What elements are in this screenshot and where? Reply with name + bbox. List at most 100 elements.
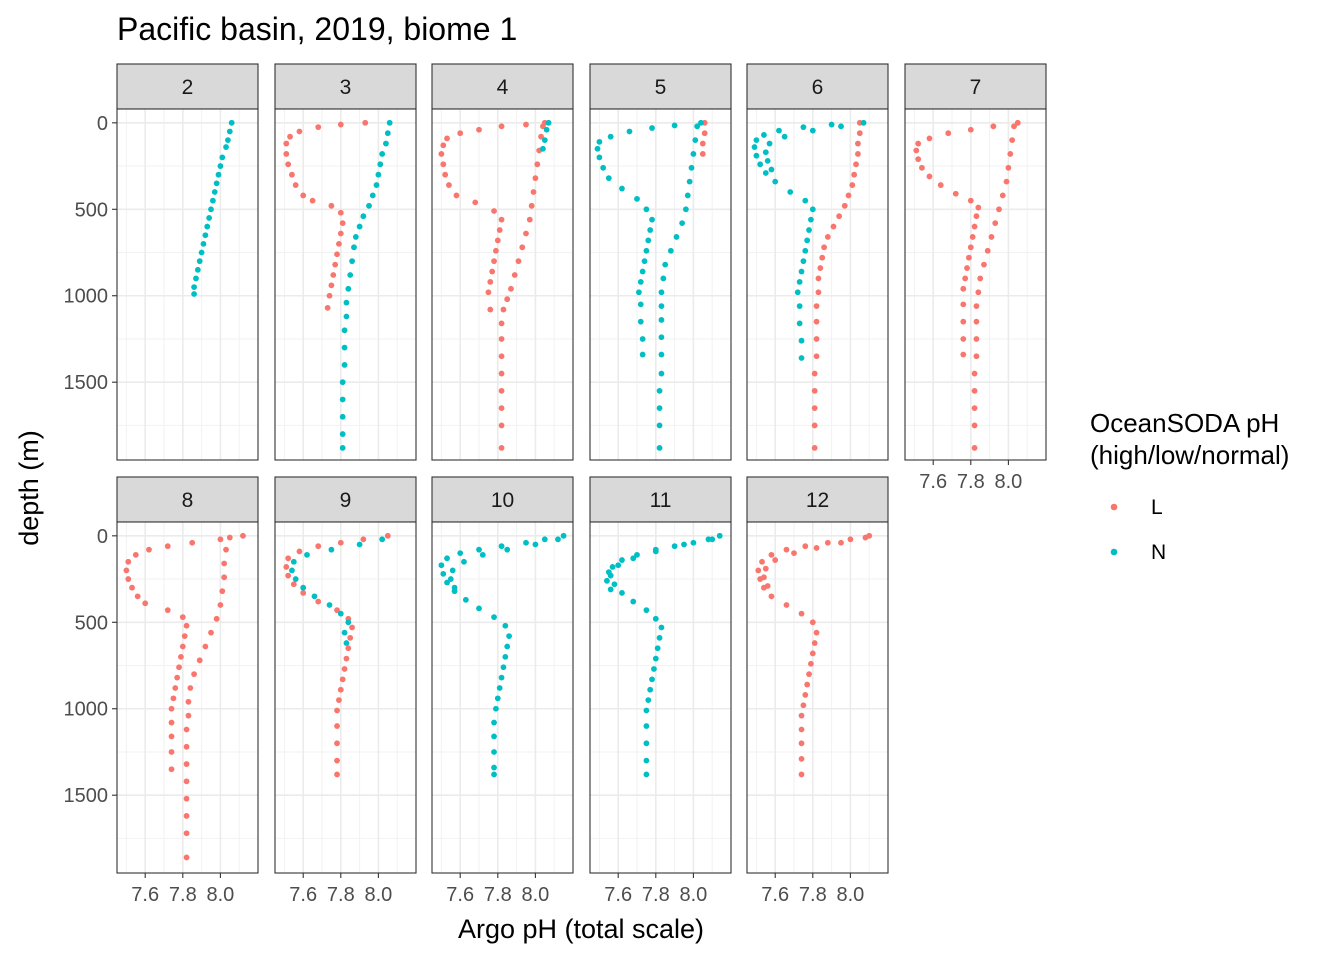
legend-label-n: N	[1151, 541, 1166, 564]
data-point-l	[183, 795, 190, 802]
data-point-n	[555, 536, 561, 543]
data-point-l	[981, 261, 987, 268]
data-point-n	[545, 119, 552, 126]
data-point-n	[762, 149, 769, 156]
data-point-n	[377, 161, 384, 168]
x-tick-label: 7.6	[919, 471, 947, 493]
data-point-l	[845, 192, 852, 199]
data-point-l	[813, 545, 820, 551]
facet-panel-12: 12 7.6 7.8 8.0	[746, 476, 889, 906]
data-point-n	[828, 121, 835, 128]
data-point-l	[824, 539, 831, 546]
data-point-l	[289, 171, 295, 178]
data-point-l	[168, 766, 175, 773]
data-point-n	[651, 666, 657, 672]
data-point-l	[168, 749, 175, 755]
data-point-l	[498, 387, 505, 394]
data-point-n	[761, 132, 767, 138]
data-point-n	[781, 133, 788, 140]
legend-key-n	[1110, 548, 1118, 556]
x-axis-title: Argo pH (total scale)	[458, 914, 704, 944]
data-point-n	[444, 579, 450, 586]
data-point-n	[341, 327, 348, 334]
data-point-n	[383, 140, 389, 147]
data-point-n	[658, 334, 665, 341]
data-point-n	[609, 564, 616, 570]
data-point-l	[315, 598, 322, 605]
data-point-l	[125, 558, 132, 565]
data-point-n	[208, 206, 214, 213]
data-point-n	[605, 175, 612, 182]
data-point-n	[462, 596, 469, 603]
y-tick-label: 1500	[64, 372, 109, 394]
data-point-l	[498, 320, 505, 327]
data-point-l	[360, 536, 367, 543]
panel-border-9	[274, 521, 417, 874]
data-point-l	[226, 534, 233, 541]
data-point-n	[379, 151, 386, 157]
data-point-l	[849, 182, 856, 188]
data-point-n	[438, 562, 445, 569]
data-point-n	[656, 387, 663, 394]
data-point-n	[440, 570, 447, 577]
data-point-n	[223, 144, 229, 150]
data-point-l	[129, 584, 135, 591]
data-point-l	[498, 445, 505, 451]
data-point-n	[339, 431, 346, 437]
facet-panel-5: 5	[589, 63, 732, 461]
data-point-n	[787, 189, 794, 195]
data-point-l	[519, 244, 526, 251]
data-point-n	[352, 234, 359, 240]
data-point-l	[798, 771, 805, 778]
data-point-l	[798, 712, 805, 719]
data-point-n	[764, 157, 771, 164]
data-point-l	[945, 130, 952, 137]
data-point-n	[337, 610, 344, 617]
data-point-n	[634, 551, 640, 558]
data-point-l	[761, 574, 767, 581]
data-point-l	[491, 208, 497, 214]
data-point-n	[200, 240, 207, 247]
data-point-n	[630, 555, 637, 562]
data-point-n	[809, 206, 816, 213]
x-tick-label: 7.8	[327, 884, 355, 906]
data-point-l	[926, 173, 933, 180]
data-point-n	[806, 227, 812, 233]
data-point-n	[386, 119, 393, 126]
data-point-n	[543, 126, 550, 133]
panel-border-7	[904, 108, 1047, 461]
data-point-l	[349, 624, 355, 631]
data-point-n	[594, 145, 601, 152]
data-point-l	[183, 743, 190, 750]
data-point-l	[183, 854, 190, 861]
data-point-l	[821, 244, 827, 251]
data-point-n	[753, 152, 760, 159]
data-point-l	[328, 202, 335, 209]
data-point-l	[813, 336, 820, 342]
data-point-l	[759, 558, 765, 565]
data-point-n	[656, 445, 663, 451]
data-point-n	[605, 569, 612, 576]
data-point-n	[716, 532, 723, 539]
data-point-l	[438, 151, 445, 157]
data-point-n	[540, 145, 546, 152]
data-point-l	[334, 723, 340, 729]
data-point-n	[658, 317, 665, 323]
panel-border-8	[116, 521, 259, 874]
facet-strip-8	[116, 476, 259, 523]
data-point-l	[498, 422, 505, 429]
data-point-n	[654, 645, 661, 652]
facet-strip-2	[116, 63, 259, 110]
data-point-n	[688, 164, 695, 171]
facet-panel-2: 2 0 500 1000 1500	[64, 63, 259, 461]
data-point-n	[751, 144, 758, 150]
data-point-n	[681, 541, 687, 548]
data-point-l	[290, 581, 297, 588]
data-point-l	[960, 351, 967, 358]
facet-strip-3	[274, 63, 417, 110]
data-point-l	[494, 237, 501, 244]
legend-key-l	[1110, 503, 1118, 511]
plot-area-5	[590, 109, 731, 460]
data-point-l	[183, 830, 190, 837]
data-point-n	[804, 237, 811, 244]
